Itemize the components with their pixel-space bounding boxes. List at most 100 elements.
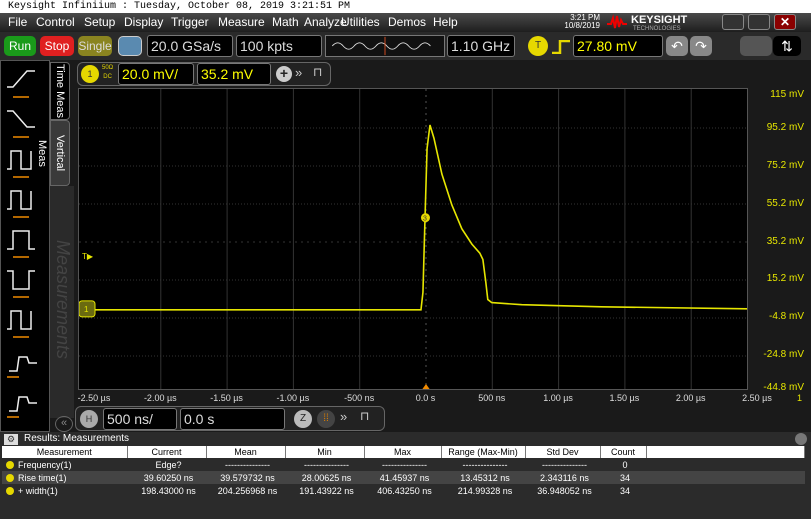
cell-text: 39.579732 ns — [220, 472, 275, 483]
tab-time-meas[interactable]: Time Meas — [50, 62, 70, 120]
cell-text: 2.343116 ns — [540, 472, 589, 483]
source-badge-icon — [6, 461, 14, 470]
menu-setup[interactable]: Setup — [84, 15, 116, 29]
bandwidth-field[interactable]: 1.10 GHz — [447, 35, 515, 57]
menu-help[interactable]: Help — [433, 15, 458, 29]
cell-text: --------------- — [462, 459, 508, 470]
gear-icon[interactable]: ⚙ — [4, 434, 18, 445]
menu-measure[interactable]: Measure — [218, 15, 265, 29]
column-header[interactable]: Mean — [206, 446, 286, 458]
column-header[interactable]: Current — [127, 446, 207, 458]
stop-button[interactable]: Stop — [40, 36, 74, 56]
measurement-icon[interactable] — [7, 396, 37, 418]
window-title: Keysight Infiniium : Tuesday, October 08… — [0, 0, 811, 13]
column-header[interactable]: Measurement — [2, 446, 128, 458]
memory-depth-field[interactable]: 100 kpts — [236, 35, 322, 57]
menu-display[interactable]: Display — [124, 15, 164, 29]
undo-icon[interactable]: ↶ — [666, 36, 688, 56]
single-button[interactable]: Single — [78, 36, 112, 56]
measurement-value: --------------- — [285, 458, 364, 471]
vertical-scale-field[interactable]: 20.0 mV/ — [118, 63, 194, 85]
measurement-marker-label: 3 — [423, 216, 427, 223]
cell-text: 406.43250 ns — [377, 485, 432, 496]
run-button[interactable]: Run — [4, 36, 36, 56]
measurement-icon[interactable] — [7, 270, 35, 298]
minimize-button[interactable] — [722, 14, 744, 30]
zoom-box-icon[interactable] — [740, 36, 772, 56]
cell-text: 34 — [619, 485, 630, 496]
collapse-panel-button[interactable]: « — [55, 416, 73, 432]
table-row[interactable]: Frequency(1) Edge? --------------- --------… — [2, 458, 805, 471]
cell-text: 34 — [619, 472, 630, 483]
maximize-button[interactable] — [748, 14, 770, 30]
measurement-name: + width(1) — [2, 484, 127, 497]
menu-math[interactable]: Math — [272, 15, 299, 29]
measurement-icon[interactable] — [7, 230, 35, 258]
menu-bar — [0, 13, 811, 32]
zoom-icon[interactable]: Z — [294, 410, 312, 428]
horizontal-badge[interactable]: H — [80, 410, 98, 428]
menu-utilities[interactable]: Utilities — [341, 15, 380, 29]
column-header[interactable]: Std Dev — [525, 446, 601, 458]
time-scale-field[interactable]: 500 ns/ — [103, 408, 177, 430]
channel-1-ground-marker[interactable] — [79, 300, 96, 318]
measurement-value: Edge? — [127, 458, 206, 471]
expand-icon[interactable]: » — [340, 409, 348, 424]
x-tick-label: 1.00 µs — [543, 393, 573, 403]
vertical-offset-field[interactable]: 35.2 mV — [197, 63, 271, 85]
trigger-badge[interactable]: T — [528, 36, 548, 56]
close-button[interactable]: ✕ — [774, 14, 796, 30]
waveform-mode-icon[interactable]: ⇅ — [773, 36, 801, 56]
x-tick-label: -500 ns — [344, 393, 375, 403]
cell-text: --------------- — [225, 459, 270, 470]
measurement-value: --------------- — [206, 458, 285, 471]
row-filler — [646, 458, 805, 471]
measurement-icon[interactable] — [7, 190, 32, 218]
tab-vertical-meas[interactable]: Vertical Meas — [36, 120, 70, 186]
row-filler — [646, 471, 805, 484]
waveform-overview-icon[interactable] — [325, 35, 445, 57]
sample-rate-field[interactable]: 20.0 GSa/s — [147, 35, 233, 57]
menu-trigger[interactable]: Trigger — [171, 15, 209, 29]
pin-icon[interactable]: ⊓ — [360, 409, 370, 423]
y-tick-label: -24.8 mV — [763, 349, 804, 360]
trigger-level-field[interactable]: 27.80 mV — [573, 35, 663, 57]
rising-edge-icon[interactable] — [552, 40, 570, 54]
menu-control[interactable]: Control — [36, 15, 75, 29]
table-row[interactable]: + width(1) 198.43000 ns 204.256968 ns 191.4… — [2, 484, 805, 497]
collapse-results-icon[interactable] — [795, 433, 807, 445]
trigger-level-marker[interactable]: T▶ — [82, 252, 94, 261]
measurement-icon[interactable] — [7, 356, 37, 378]
cell-text: 0 — [622, 459, 628, 470]
menu-file[interactable]: File — [8, 15, 28, 29]
menu-demos[interactable]: Demos — [388, 15, 427, 29]
menu-analyze[interactable]: Analyze — [304, 15, 347, 29]
measurement-value: 406.43250 ns — [364, 484, 441, 497]
trigger-position-marker[interactable] — [421, 384, 431, 390]
segments-icon[interactable]: ⁞⁞ — [317, 410, 335, 428]
toolbar: Run Stop Single 20.0 GSa/s 100 kpts 1.10… — [0, 32, 811, 60]
pin-icon[interactable]: ⊓ — [313, 65, 323, 79]
x-tick-label: -2.50 µs — [77, 393, 111, 403]
add-channel-icon[interactable]: + — [276, 66, 292, 82]
autoscale-icon[interactable] — [118, 36, 142, 56]
time-position-field[interactable]: 0.0 s — [180, 408, 285, 430]
measurement-value: 36.948052 ns — [525, 484, 600, 497]
measurement-icon[interactable] — [7, 110, 35, 138]
column-header[interactable]: Range (Max-Min) — [441, 446, 526, 458]
column-header[interactable]: Max — [364, 446, 442, 458]
redo-icon[interactable]: ↷ — [690, 36, 712, 56]
measurement-icon[interactable] — [7, 70, 35, 98]
column-header[interactable]: Count — [600, 446, 647, 458]
impedance-label: 50Ω — [102, 65, 114, 71]
measurement-value: --------------- — [364, 458, 441, 471]
table-row[interactable]: Rise time(1) 39.60250 ns 39.579732 ns 28.00… — [2, 471, 805, 484]
measurement-icon[interactable] — [7, 310, 32, 338]
measurement-icon[interactable] — [7, 150, 32, 178]
measurement-value: 28.00625 ns — [285, 471, 364, 484]
waveform-display[interactable]: T▶ 1 3 — [78, 88, 748, 390]
expand-icon[interactable]: » — [295, 65, 303, 80]
channel-1-badge[interactable]: 1 — [81, 65, 99, 83]
svg-text:TECHNOLOGIES: TECHNOLOGIES — [633, 26, 681, 31]
column-header[interactable]: Min — [285, 446, 365, 458]
